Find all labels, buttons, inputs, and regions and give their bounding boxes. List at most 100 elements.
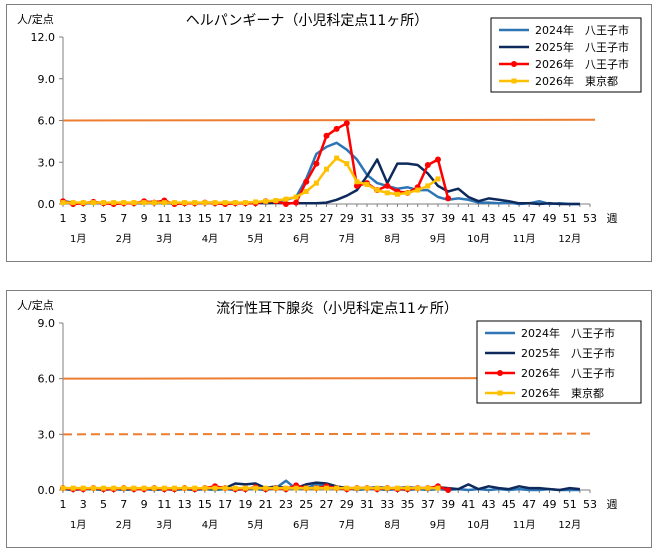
data-point xyxy=(192,485,198,491)
data-point xyxy=(445,195,452,202)
data-point xyxy=(333,125,340,132)
x-tick-label: 9 xyxy=(141,498,148,511)
month-label: 8月 xyxy=(384,519,400,531)
x-tick-label: 11 xyxy=(157,212,171,225)
chart-title: 流行性耳下腺炎（小児科定点11ヶ所） xyxy=(216,301,458,317)
data-point xyxy=(344,485,350,491)
data-point xyxy=(415,187,421,193)
x-tick-label: 43 xyxy=(482,498,496,511)
month-label: 3月 xyxy=(156,519,172,531)
legend: 2024年 八王子市 2025年 八王子市 2026年 八王子市 2026年 東京都 xyxy=(476,320,642,404)
x-tick-label: 37 xyxy=(421,212,435,225)
x-tick-label: 27 xyxy=(320,498,334,511)
x-tick-label: 51 xyxy=(563,498,577,511)
month-label: 8月 xyxy=(384,233,400,245)
data-point xyxy=(80,485,86,491)
data-point xyxy=(313,180,319,186)
x-tick-label: 13 xyxy=(178,212,192,225)
month-label: 9月 xyxy=(430,519,446,531)
legend-label: 2026年 八王子市 xyxy=(535,57,629,71)
x-tick-label: 19 xyxy=(238,212,252,225)
month-label: 5月 xyxy=(247,233,263,245)
legend-label: 2026年 八王子市 xyxy=(521,366,615,380)
data-point xyxy=(425,485,431,491)
data-point xyxy=(212,200,218,206)
x-tick-label: 3 xyxy=(80,498,87,511)
data-point xyxy=(70,200,76,206)
x-tick-label: 13 xyxy=(178,498,192,511)
y-tick-label: 3.0 xyxy=(38,428,56,441)
data-point xyxy=(263,485,269,491)
legend-label: 2024年 八王子市 xyxy=(535,23,629,37)
x-tick-label: 7 xyxy=(120,212,127,225)
month-label: 1月 xyxy=(70,519,86,531)
data-point xyxy=(353,182,360,189)
data-point xyxy=(131,200,137,206)
x-tick-label: 47 xyxy=(522,212,536,225)
data-point xyxy=(343,120,350,127)
data-point xyxy=(90,200,96,206)
x-tick-label: 51 xyxy=(563,212,577,225)
data-point xyxy=(282,201,289,207)
data-point xyxy=(253,199,259,205)
legend-marker xyxy=(497,370,503,376)
data-point xyxy=(354,179,360,185)
month-label: 12月 xyxy=(558,233,581,245)
series-line-1 xyxy=(62,158,580,206)
data-point xyxy=(161,200,167,206)
x-tick-label: 43 xyxy=(482,212,496,225)
month-label: 11月 xyxy=(513,233,536,245)
legend: 2024年 八王子市 2025年 八王子市 2026年 八王子市 2026年 東京都 xyxy=(490,17,642,93)
data-point xyxy=(202,200,208,206)
data-point xyxy=(434,156,441,163)
data-point xyxy=(374,485,380,491)
x-tick-label: 45 xyxy=(502,498,516,511)
month-label: 1月 xyxy=(70,233,86,245)
x-tick-label: 17 xyxy=(218,212,232,225)
data-point xyxy=(242,485,248,491)
x-tick-label: 29 xyxy=(340,212,354,225)
threshold-line-dashed xyxy=(62,432,596,436)
x-tick-label: 53 xyxy=(583,498,597,511)
legend-box xyxy=(476,320,642,404)
x-tick-label: 23 xyxy=(279,498,293,511)
y-tick-label: 9.0 xyxy=(38,317,56,330)
chart-panel-herpangina: ヘルパンギーナ（小児科定点11ヶ所） 人/定点 0.0 3.0 6.0 9.0 12.0 1 3… xyxy=(6,4,652,262)
data-point xyxy=(121,200,127,206)
y-axis-label: 人/定点 xyxy=(17,12,54,26)
data-point xyxy=(303,178,310,185)
data-point xyxy=(151,485,157,491)
x-tick-label: 33 xyxy=(380,212,394,225)
chart-title: ヘルパンギーナ（小児科定点11ヶ所） xyxy=(186,13,429,29)
x-tick-label: 31 xyxy=(360,498,374,511)
data-point xyxy=(435,176,441,182)
month-label: 10月 xyxy=(467,519,490,531)
data-point xyxy=(364,182,370,188)
data-point xyxy=(384,182,391,189)
chart-panel-mumps: 流行性耳下腺炎（小児科定点11ヶ所） 人/定点 0.0 3.0 6.0 9.0 1 3 5 7 9 1… xyxy=(6,290,652,548)
legend-label: 2026年 東京都 xyxy=(535,74,618,88)
data-point xyxy=(171,485,177,491)
data-point xyxy=(424,162,431,169)
x-tick-label: 7 xyxy=(120,498,127,511)
y-tick-label: 12.0 xyxy=(31,31,56,44)
data-point xyxy=(101,200,107,206)
data-point xyxy=(283,485,289,491)
x-tick-label: 41 xyxy=(461,212,475,225)
data-point xyxy=(293,485,299,491)
data-point xyxy=(344,161,350,167)
legend-marker xyxy=(511,78,517,84)
month-label: 5月 xyxy=(247,519,263,531)
y-axis-label: 人/定点 xyxy=(17,298,54,312)
x-tick-label: 21 xyxy=(259,212,273,225)
data-point xyxy=(101,485,107,491)
x-tick-label: 39 xyxy=(441,498,455,511)
data-point xyxy=(283,196,289,202)
chart-herpangina: ヘルパンギーナ（小児科定点11ヶ所）人/定点0.03.06.09.012.01 3… xyxy=(17,12,642,245)
x-tick-label: 25 xyxy=(299,212,313,225)
x-axis-label: 週 xyxy=(607,498,618,511)
x-tick-label: 53 xyxy=(583,212,597,225)
x-tick-label: 49 xyxy=(542,212,556,225)
x-tick-label: 11 xyxy=(157,498,171,511)
y-tick-label: 0.0 xyxy=(38,484,56,497)
